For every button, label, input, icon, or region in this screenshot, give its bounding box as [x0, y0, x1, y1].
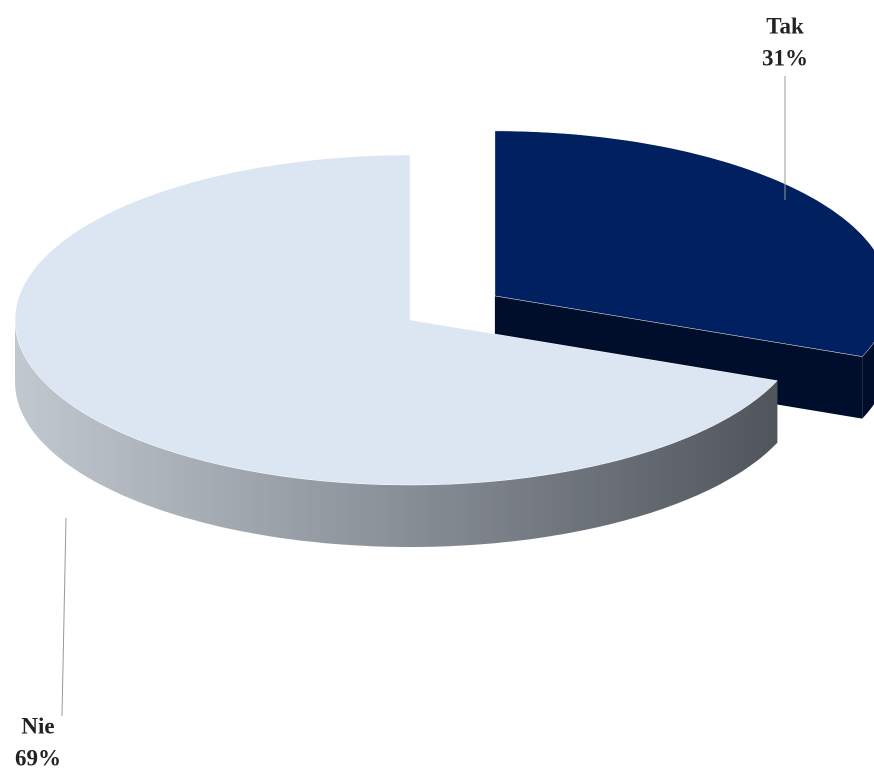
- pie: [14, 130, 874, 547]
- slice: [494, 130, 874, 357]
- labels: Tak 31% Nie 69%: [15, 13, 808, 770]
- data-label-category: Tak: [766, 13, 804, 38]
- slice: [14, 154, 778, 486]
- slice-side: [15, 320, 778, 547]
- data-label-value: 69%: [15, 745, 61, 770]
- leader-line: [61, 517, 67, 717]
- data-label-category: Nie: [21, 713, 54, 738]
- slice-side: [862, 342, 874, 419]
- data-label-value: 31%: [762, 45, 808, 70]
